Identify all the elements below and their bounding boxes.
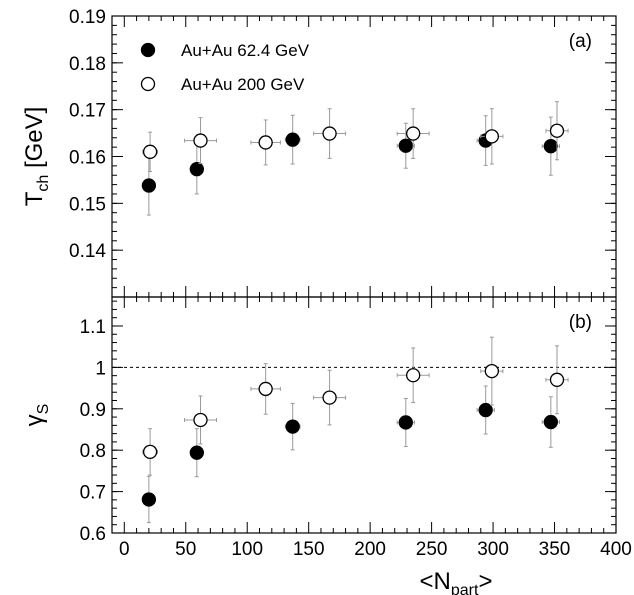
data-point-open (142, 444, 158, 459)
data-point-filled (398, 415, 413, 430)
y-tick-label: 0.19 (69, 7, 106, 28)
legend-marker (140, 42, 156, 58)
panel-label: (b) (569, 312, 592, 333)
x-tick-label: 100 (231, 539, 263, 560)
y-tick-label: 0.6 (80, 524, 106, 545)
y-tick-label: 0.8 (80, 441, 106, 462)
x-tick-label: 400 (600, 539, 632, 560)
y-tick-label: 0.17 (69, 101, 106, 122)
x-tick-label: 50 (175, 539, 196, 560)
legend: Au+Au 62.4 GeV Au+Au 200 GeV (140, 41, 310, 94)
x-axis: 0 50 100 150 200 250 300 350 400 <Npart> (119, 539, 632, 595)
legend-label: Au+Au 62.4 GeV (181, 41, 310, 60)
data-point-filled (543, 414, 558, 430)
x-tick-label: 300 (477, 539, 509, 560)
y-axis-title: γS (21, 404, 52, 427)
data-point-open (193, 133, 208, 148)
data-point-filled (285, 132, 300, 147)
data-point-filled (189, 161, 204, 177)
y-axis-title: Tch [GeV] (21, 107, 52, 207)
y-tick-label: 0.16 (69, 148, 106, 169)
data-point-open (193, 412, 208, 428)
data-point-filled (478, 402, 493, 418)
legend-label: Au+Au 200 GeV (181, 75, 305, 94)
y-tick-label: 0.15 (69, 194, 106, 215)
y-tick-label: 0.7 (80, 483, 106, 504)
panel-bottom: 0.6 0.7 0.8 0.9 1 1.1 (b) γS (21, 296, 617, 545)
data-point-open (142, 144, 158, 159)
data-point-open (484, 363, 499, 379)
data-point-filled (543, 139, 558, 154)
x-tick-label: 0 (119, 539, 130, 560)
legend-marker (140, 76, 156, 92)
plot-frame (111, 296, 617, 534)
x-tick-label: 150 (293, 539, 325, 560)
data-point-open (549, 372, 565, 387)
y-tick-label: 0.18 (69, 54, 106, 75)
data-point-filled (189, 445, 204, 460)
panel-top: 0.14 0.15 0.16 0.17 0.18 0.19 (a) Tch [GeV] (21, 7, 617, 298)
y-tick-label: 1 (95, 358, 106, 379)
data-point-filled (141, 492, 157, 507)
panel-label: (a) (569, 31, 592, 52)
data-point-open (258, 381, 273, 397)
data-point-filled (285, 419, 300, 434)
data-point-open (549, 123, 565, 138)
x-tick-label: 200 (354, 539, 386, 560)
data-point-filled (141, 178, 157, 193)
y-tick-label: 1.1 (80, 317, 106, 338)
data-point-open (322, 126, 337, 141)
data-point-open (406, 368, 421, 383)
data-point-open (258, 135, 273, 150)
data-point-filled (398, 138, 413, 153)
data-point-open (484, 129, 499, 144)
data-point-open (322, 390, 337, 405)
x-axis-title: <Npart> (420, 568, 493, 595)
y-tick-label: 0.14 (69, 241, 106, 262)
data-point-open (406, 126, 421, 141)
y-tick-label: 0.9 (80, 400, 106, 421)
x-tick-label: 250 (416, 539, 448, 560)
x-tick-label: 350 (539, 539, 571, 560)
